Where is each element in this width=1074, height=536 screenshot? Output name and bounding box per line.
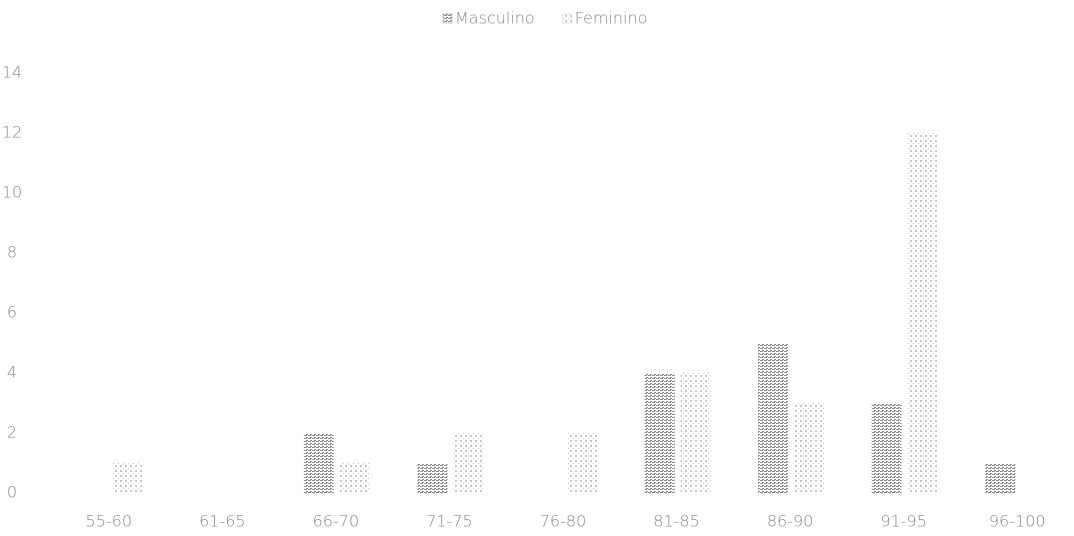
x-tick-label: 66-70 [313,512,360,531]
bar [339,463,370,493]
bar [644,373,675,493]
bar [758,343,789,493]
y-tick-label: 2 [7,423,17,442]
legend-label: Feminino [575,9,648,28]
legend-swatch [442,13,453,24]
x-tick-label: 76-80 [540,512,587,531]
bar [871,403,902,493]
bar [680,373,711,493]
y-tick-label: 14 [2,63,22,82]
y-tick-label: 4 [7,363,17,382]
bar [303,433,334,493]
y-tick-label: 10 [2,183,22,202]
legend-swatch [562,13,572,24]
bar [417,463,448,493]
y-tick-label: 6 [7,303,17,322]
y-tick-label: 0 [7,483,17,502]
y-tick-label: 12 [2,123,22,142]
x-tick-label: 61-65 [199,512,246,531]
bar [794,403,825,493]
x-tick-label: 96-100 [989,512,1046,531]
x-tick-label: 81-85 [653,512,700,531]
x-tick-label: 86-90 [767,512,814,531]
bar [112,463,143,493]
bar [985,463,1016,493]
x-tick-label: 71-75 [426,512,473,531]
bar [453,433,484,493]
x-tick-label: 91-95 [880,512,927,531]
y-tick-label: 8 [7,243,17,262]
bar [907,133,938,493]
legend-label: Masculino [455,9,535,28]
bar [567,433,597,493]
x-tick-label: 55-60 [86,512,133,531]
